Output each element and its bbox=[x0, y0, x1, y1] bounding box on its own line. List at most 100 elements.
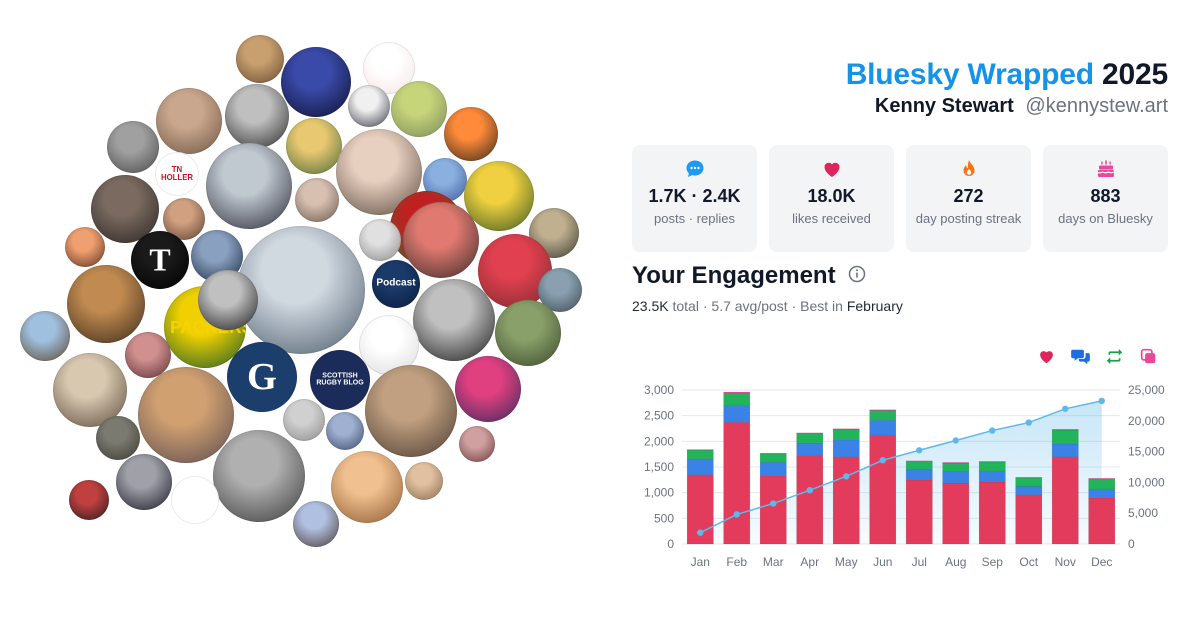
bar-replies-aug bbox=[942, 471, 970, 484]
bar-likes-sep bbox=[978, 481, 1006, 545]
bar-replies-nov bbox=[1051, 443, 1079, 458]
bar-likes-may bbox=[832, 456, 860, 545]
avatar-46[interactable] bbox=[459, 426, 495, 462]
legend-reply-icon[interactable] bbox=[1070, 346, 1091, 367]
flame-icon bbox=[906, 158, 1031, 180]
bar-likes-mar bbox=[759, 475, 787, 545]
avatar-22[interactable] bbox=[65, 227, 105, 267]
avatar-39[interactable] bbox=[53, 353, 127, 427]
avatar-35[interactable] bbox=[20, 311, 70, 361]
avatar-cloud: Fortress Tessera TN HOLLER T PACKERS Podcast… bbox=[20, 35, 582, 547]
avatar-logo-text: Fortress Tessera bbox=[374, 60, 403, 75]
avatar-24[interactable] bbox=[403, 202, 479, 278]
user-handle[interactable]: @kennystew.art bbox=[1025, 95, 1168, 117]
avatar-29[interactable]: Podcast bbox=[372, 260, 420, 308]
avatar-45[interactable] bbox=[96, 416, 140, 460]
bar-likes-jun bbox=[869, 434, 897, 545]
avatar-43[interactable] bbox=[283, 399, 325, 441]
avatar-17[interactable] bbox=[295, 178, 339, 222]
brand-title: Bluesky Wrapped bbox=[845, 58, 1094, 91]
engagement-total-label: total bbox=[672, 298, 699, 314]
avatar-37[interactable]: G bbox=[227, 342, 297, 412]
avatar-48[interactable] bbox=[331, 451, 403, 523]
avatar-10[interactable] bbox=[286, 118, 342, 174]
stat-label: days on Bluesky bbox=[1058, 211, 1153, 226]
bar-likes-apr bbox=[796, 455, 824, 545]
x-tick-oct: Oct bbox=[1019, 555, 1038, 569]
x-tick-nov: Nov bbox=[1055, 555, 1076, 569]
avatar-38[interactable]: SCOTTISH RUGBY BLOG bbox=[310, 350, 370, 410]
stats-row: 1.7K · 2.4K posts · replies 18.0K likes … bbox=[632, 145, 1168, 252]
x-tick-jan: Jan bbox=[691, 555, 710, 569]
avatar-1[interactable] bbox=[236, 35, 284, 83]
avatar-18[interactable] bbox=[464, 161, 534, 231]
avatar-44[interactable] bbox=[326, 412, 364, 450]
avatar-54[interactable] bbox=[198, 270, 258, 330]
stat-value: 18.0K bbox=[807, 186, 856, 206]
avatar-26[interactable] bbox=[237, 226, 365, 354]
avatar-4[interactable] bbox=[156, 88, 222, 154]
avatar-47[interactable] bbox=[213, 430, 305, 522]
cumulative-point-may bbox=[843, 473, 850, 480]
y-tick-left: 3,000 bbox=[644, 383, 674, 397]
avatar-42[interactable] bbox=[365, 365, 457, 457]
x-tick-aug: Aug bbox=[945, 555, 966, 569]
avatar-9[interactable] bbox=[444, 107, 498, 161]
chart-legend bbox=[1036, 346, 1159, 367]
avatar-2[interactable] bbox=[281, 47, 351, 117]
avatar-52[interactable] bbox=[293, 501, 339, 547]
avatar-53[interactable] bbox=[69, 480, 109, 520]
avatar-51[interactable] bbox=[171, 476, 219, 524]
user-name: Kenny Stewart bbox=[874, 95, 1014, 117]
cumulative-point-feb bbox=[733, 511, 740, 518]
year-title: 2025 bbox=[1102, 58, 1168, 91]
user-line: Kenny Stewart @kennystew.art bbox=[875, 95, 1168, 118]
avatar-21[interactable]: T bbox=[131, 231, 189, 289]
legend-heart-icon[interactable] bbox=[1036, 346, 1057, 367]
x-tick-feb: Feb bbox=[726, 555, 747, 569]
avatar-6[interactable] bbox=[348, 85, 390, 127]
x-tick-apr: Apr bbox=[800, 555, 819, 569]
bar-likes-dec bbox=[1088, 497, 1116, 545]
bar-reposts-jan bbox=[686, 449, 714, 460]
avatar-15[interactable] bbox=[91, 175, 159, 243]
y-tick-right: 0 bbox=[1128, 537, 1135, 551]
avatar-32[interactable] bbox=[413, 279, 495, 361]
avatar-13[interactable]: TN HOLLER bbox=[155, 152, 199, 196]
stat-card-posts: 1.7K · 2.4K posts · replies bbox=[632, 145, 757, 252]
y-tick-left: 0 bbox=[667, 537, 674, 551]
bar-quotes-mar bbox=[759, 452, 787, 454]
stat-label: day posting streak bbox=[915, 211, 1022, 226]
info-icon[interactable] bbox=[848, 262, 866, 290]
bar-replies-oct bbox=[1015, 486, 1043, 496]
avatar-23[interactable] bbox=[359, 219, 401, 261]
avatar-5[interactable] bbox=[225, 84, 289, 148]
stat-card-days: 883 days on Bluesky bbox=[1043, 145, 1168, 252]
avatar-34[interactable] bbox=[495, 300, 561, 366]
bar-quotes-dec bbox=[1088, 477, 1116, 480]
stat-label: posts · replies bbox=[654, 211, 735, 226]
stat-card-likes: 18.0K likes received bbox=[769, 145, 894, 252]
stat-label: likes received bbox=[792, 211, 871, 226]
legend-repost-icon[interactable] bbox=[1104, 346, 1125, 367]
y-tick-left: 1,000 bbox=[644, 486, 674, 500]
bar-replies-may bbox=[832, 439, 860, 458]
avatar-49[interactable] bbox=[405, 462, 443, 500]
avatar-36[interactable] bbox=[125, 332, 171, 378]
avatar-41[interactable] bbox=[138, 367, 234, 463]
avatar-50[interactable] bbox=[116, 454, 172, 510]
speech-bubble-icon bbox=[632, 158, 757, 180]
stat-card-streak: 272 day posting streak bbox=[906, 145, 1031, 252]
avatar-27[interactable] bbox=[67, 265, 145, 343]
avatar-8[interactable] bbox=[107, 121, 159, 173]
legend-quote-icon[interactable] bbox=[1138, 346, 1159, 367]
bar-quotes-nov bbox=[1051, 428, 1079, 431]
engagement-heading: Your Engagement bbox=[632, 262, 866, 290]
avatar-7[interactable] bbox=[391, 81, 447, 137]
bar-reposts-jun bbox=[869, 410, 897, 421]
bar-quotes-oct bbox=[1015, 476, 1043, 479]
bar-replies-dec bbox=[1088, 488, 1116, 499]
avatar-40[interactable] bbox=[455, 356, 521, 422]
avatar-12[interactable] bbox=[206, 143, 292, 229]
cumulative-line bbox=[699, 400, 1102, 534]
